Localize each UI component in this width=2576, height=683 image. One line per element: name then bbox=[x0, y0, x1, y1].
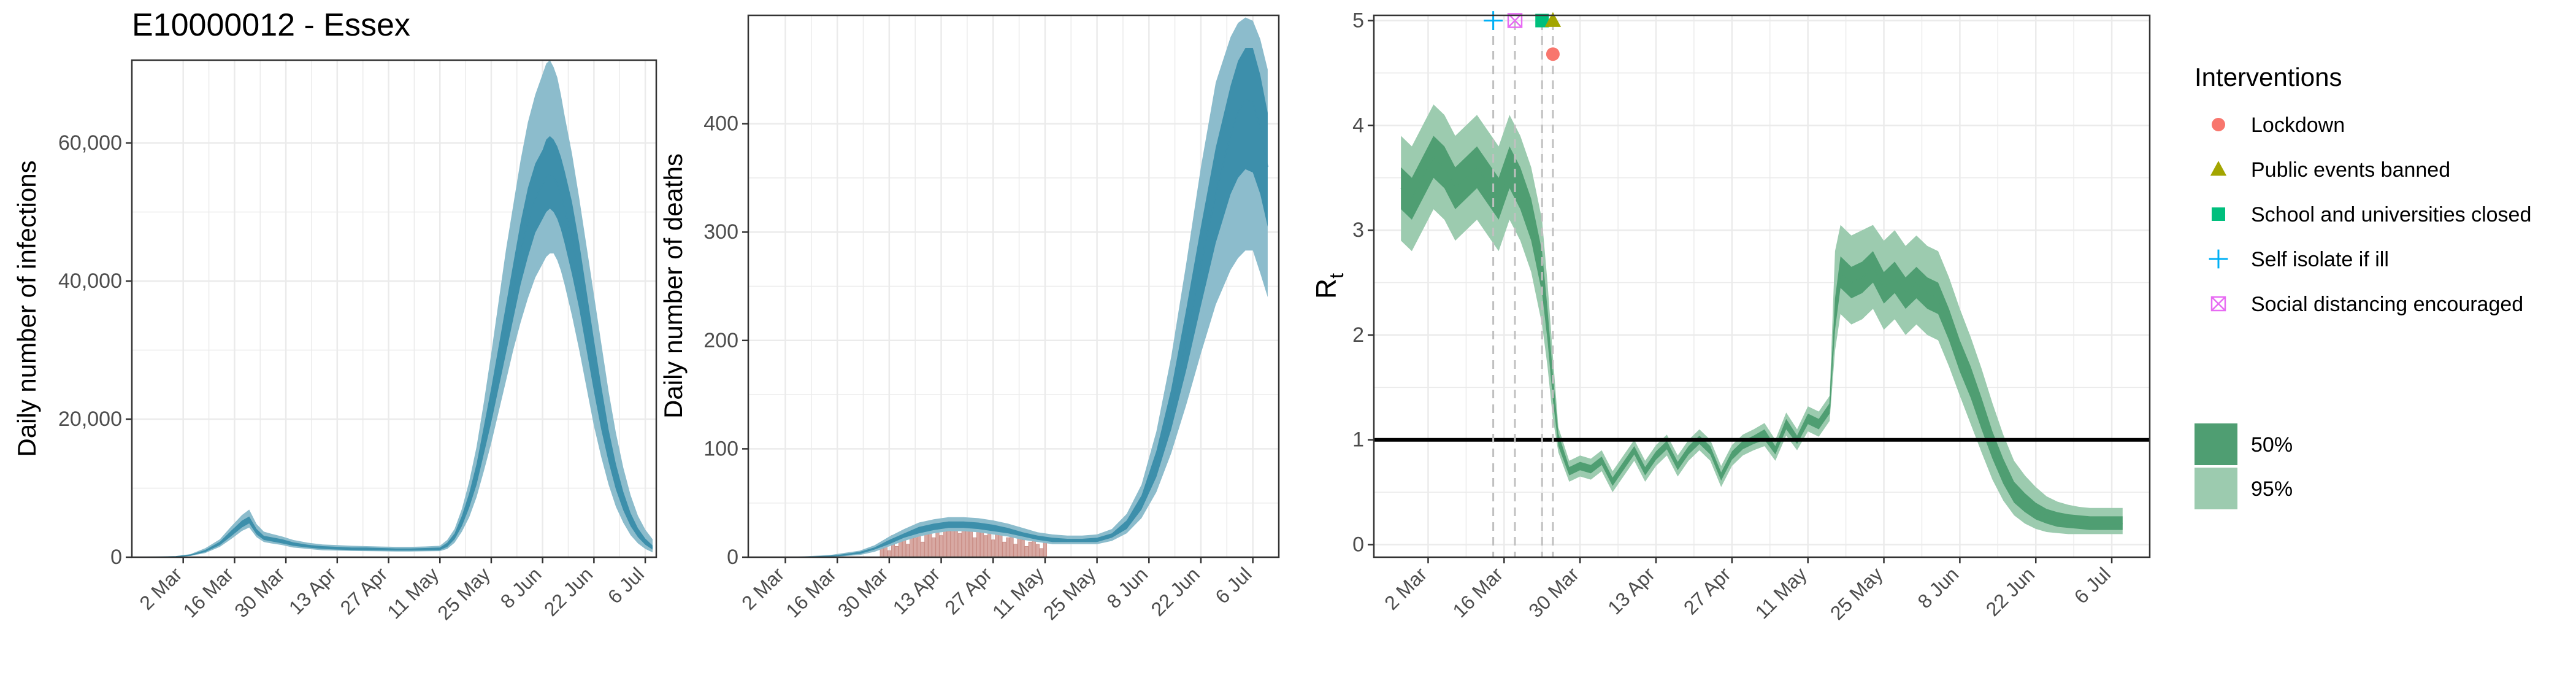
lockdown-legend-key bbox=[2212, 118, 2225, 131]
y-tick-label: 20,000 bbox=[58, 407, 122, 431]
legend-item-label: Social distancing encouraged bbox=[2251, 293, 2523, 316]
y-tick-label: 4 bbox=[1352, 114, 1364, 137]
observed-death-bar bbox=[946, 531, 951, 558]
deaths-y-label: Daily number of deaths bbox=[659, 153, 688, 419]
observed-death-bar bbox=[932, 537, 936, 558]
observed-death-bar bbox=[965, 528, 970, 558]
observed-death-bar bbox=[880, 548, 884, 558]
observed-death-bar bbox=[894, 546, 899, 558]
observed-death-bar bbox=[957, 533, 962, 558]
ci50-band bbox=[146, 136, 653, 558]
observed-death-bar bbox=[1002, 541, 1006, 558]
observed-death-bar bbox=[984, 535, 988, 558]
rt-plot bbox=[1374, 104, 2150, 534]
public-events-marker bbox=[1544, 12, 1562, 27]
infections-title: E10000012 - Essex bbox=[132, 7, 410, 43]
legend-item-label: Self isolate if ill bbox=[2251, 248, 2389, 271]
observed-death-bar bbox=[1035, 544, 1040, 558]
observed-death-bar bbox=[921, 541, 925, 558]
ci-legend-swatch-50pct bbox=[2195, 423, 2237, 465]
observed-death-bar bbox=[935, 528, 940, 558]
infections-panel-border bbox=[131, 59, 657, 558]
legend-ci: 50% 95% bbox=[2195, 423, 2293, 509]
rt-y-label: Rt bbox=[1310, 273, 1347, 299]
observed-death-bar bbox=[950, 527, 954, 558]
observed-death-bar bbox=[972, 537, 977, 558]
legend-title: Interventions bbox=[2195, 63, 2342, 91]
observed-death-bar bbox=[913, 537, 918, 558]
observed-death-bar bbox=[1013, 544, 1018, 558]
ci95-band bbox=[146, 60, 653, 557]
ci-legend-swatch-95pct bbox=[2195, 468, 2237, 509]
schools-marker bbox=[1535, 14, 1549, 28]
observed-death-bar bbox=[905, 544, 910, 558]
deaths-y-axis: 0 100 200 300 400 bbox=[703, 112, 748, 569]
rt-interventions bbox=[1484, 11, 1562, 557]
legend-interventions: Lockdown Public events banned School and u… bbox=[2209, 114, 2531, 316]
observed-death-bar bbox=[1028, 541, 1032, 558]
observed-death-bar bbox=[1021, 539, 1025, 558]
observed-death-bar bbox=[979, 531, 984, 558]
schools-legend-key bbox=[2212, 207, 2225, 221]
ci50-band bbox=[1401, 136, 2123, 530]
y-tick-label: 5 bbox=[1352, 9, 1364, 33]
infections-y-label: Daily number of infections bbox=[12, 160, 41, 457]
observed-death-bar bbox=[1043, 541, 1048, 558]
infections-y-axis: 0 20,000 40,000 60,000 bbox=[58, 131, 132, 569]
legend-item-label: Lockdown bbox=[2251, 114, 2345, 137]
observed-death-bar bbox=[928, 533, 932, 558]
rt-y-axis: 0 1 2 3 4 5 bbox=[1352, 9, 1374, 557]
observed-death-bar bbox=[991, 539, 995, 558]
observed-death-bar bbox=[1006, 537, 1010, 558]
self-isolate-marker bbox=[1484, 11, 1503, 30]
rt-panel-border bbox=[1373, 14, 2151, 558]
rt-y-label-subscript: t bbox=[1325, 273, 1347, 279]
y-tick-label: 1 bbox=[1352, 428, 1364, 452]
ci-legend-label: 95% bbox=[2251, 477, 2293, 501]
social-distancing-legend-key bbox=[2210, 296, 2226, 312]
deaths-panel-border bbox=[747, 14, 1280, 558]
lockdown-marker bbox=[1546, 47, 1560, 61]
y-tick-label: 200 bbox=[703, 329, 738, 352]
y-tick-label: 300 bbox=[703, 220, 738, 244]
ci-legend-label: 50% bbox=[2251, 433, 2293, 457]
observed-death-bar bbox=[995, 533, 999, 558]
public-events-legend-key bbox=[2210, 161, 2227, 176]
infections-plot bbox=[146, 60, 653, 558]
deaths-plot bbox=[785, 17, 1268, 558]
observed-death-bar bbox=[887, 550, 891, 558]
observed-death-bar bbox=[939, 535, 943, 558]
self-isolate-legend-key bbox=[2209, 249, 2228, 269]
y-tick-label: 3 bbox=[1352, 218, 1364, 242]
y-tick-label: 0 bbox=[110, 546, 122, 569]
observed-death-bar bbox=[1039, 548, 1043, 558]
y-tick-label: 60,000 bbox=[58, 131, 122, 155]
legend-item-label: School and universities closed bbox=[2251, 203, 2531, 226]
legend: Interventions Lockdown Public events bann… bbox=[2195, 63, 2531, 509]
y-tick-label: 0 bbox=[727, 546, 738, 569]
y-tick-label: 2 bbox=[1352, 323, 1364, 347]
observed-death-bar bbox=[1024, 546, 1029, 558]
mean-line bbox=[146, 173, 653, 558]
mean-line bbox=[785, 99, 1268, 558]
y-tick-label: 100 bbox=[703, 437, 738, 460]
legend-item-label: Public events banned bbox=[2251, 158, 2450, 182]
y-tick-label: 0 bbox=[1352, 533, 1364, 557]
y-tick-label: 400 bbox=[703, 112, 738, 136]
rt-y-label-main: R bbox=[1310, 279, 1342, 299]
y-tick-label: 40,000 bbox=[58, 269, 122, 293]
ci95-band bbox=[785, 17, 1268, 557]
